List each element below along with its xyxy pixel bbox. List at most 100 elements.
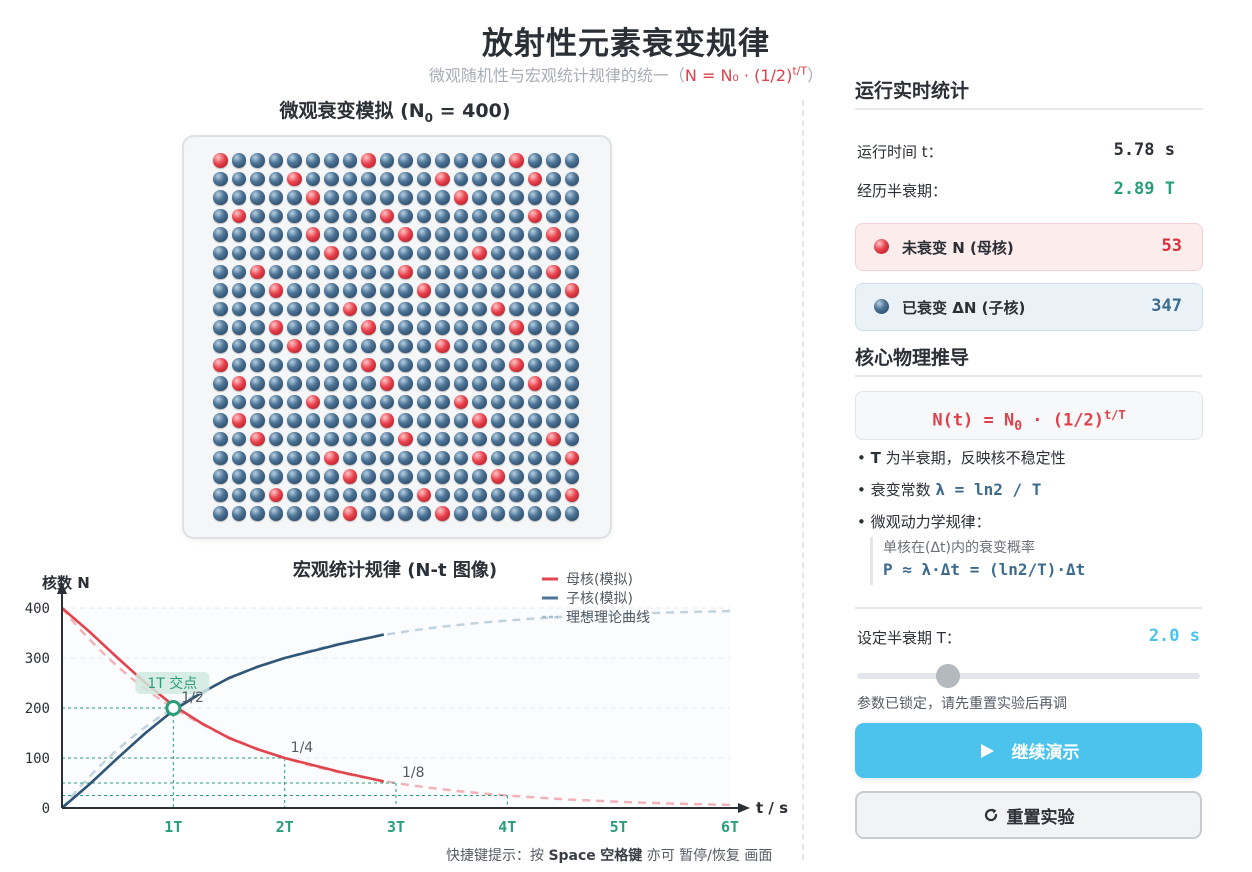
decayed-atom xyxy=(509,283,524,298)
undecayed-atom xyxy=(342,469,357,484)
decayed-atom xyxy=(546,283,561,298)
halflives-value: 2.89 T xyxy=(1113,179,1175,199)
decayed-atom xyxy=(472,264,487,280)
decayed-atom xyxy=(379,227,394,242)
decayed-atom xyxy=(250,506,265,521)
decayed-atom xyxy=(564,357,579,373)
reset-button[interactable]: 重置实验 xyxy=(855,791,1202,839)
undecayed-atom xyxy=(213,357,228,373)
decayed-atom xyxy=(268,394,283,410)
bullet-micro-law: • 微观动力学规律： xyxy=(857,513,991,531)
y-tick-label: 200 xyxy=(25,701,50,717)
decayed-atom xyxy=(324,190,339,205)
decayed-atom xyxy=(305,264,320,280)
decayed-atom xyxy=(509,338,524,354)
decayed-atom xyxy=(490,413,505,428)
undecayed-atom xyxy=(250,264,265,280)
decayed-atom xyxy=(287,413,302,428)
decayed-atom xyxy=(305,171,320,187)
decayed-atom xyxy=(453,487,468,503)
decayed-atom xyxy=(509,264,524,280)
decayed-atom xyxy=(342,245,357,261)
decayed-atom xyxy=(342,487,357,503)
x-tick-label: 5T xyxy=(610,818,628,836)
decayed-atom xyxy=(305,208,320,224)
decayed-label: 已衰变 ΔN (子核) xyxy=(902,299,1026,317)
continue-button[interactable]: 继续演示 xyxy=(855,723,1202,778)
decayed-atom xyxy=(416,208,431,224)
decayed-atom xyxy=(416,301,431,317)
decayed-atom xyxy=(509,301,524,317)
undecayed-card: 未衰变 N (母核) 53 xyxy=(855,223,1203,271)
y-axis-label: 核数 N xyxy=(42,574,90,592)
decayed-atom xyxy=(305,376,320,391)
decayed-atom xyxy=(564,245,579,261)
decayed-atom xyxy=(231,171,246,187)
decayed-atom xyxy=(546,338,561,354)
decayed-atom xyxy=(342,450,357,465)
decayed-atom xyxy=(509,171,524,187)
decayed-atom xyxy=(527,394,542,410)
decayed-atom xyxy=(398,506,413,521)
decayed-atom xyxy=(416,506,431,521)
decayed-atom xyxy=(305,283,320,298)
space-key: Space xyxy=(548,848,596,864)
decayed-atom xyxy=(546,413,561,428)
decayed-atom xyxy=(379,487,394,503)
decayed-atom xyxy=(250,208,265,224)
undecayed-atom xyxy=(342,506,357,521)
decayed-atom xyxy=(546,394,561,410)
halflife-slider[interactable] xyxy=(857,673,1200,679)
undecayed-atom xyxy=(361,320,376,335)
decayed-atom xyxy=(564,469,579,484)
decayed-atom xyxy=(268,469,283,484)
decayed-atom xyxy=(564,153,579,168)
decayed-atom xyxy=(398,413,413,428)
decayed-atom xyxy=(490,431,505,447)
blue-atom-icon xyxy=(874,299,889,314)
decayed-atom xyxy=(453,301,468,317)
halflife-slider-thumb[interactable] xyxy=(936,664,960,688)
decayed-atom xyxy=(324,153,339,168)
decayed-atom xyxy=(250,469,265,484)
decayed-atom xyxy=(287,357,302,373)
decayed-atom xyxy=(490,487,505,503)
decayed-atom xyxy=(527,264,542,280)
decayed-atom xyxy=(509,487,524,503)
decayed-atom xyxy=(472,301,487,317)
undecayed-atom xyxy=(324,245,339,261)
decayed-atom xyxy=(213,376,228,391)
decayed-atom xyxy=(324,338,339,354)
decayed-atom xyxy=(213,394,228,410)
halflife-setting-value: 2.0 s xyxy=(1148,626,1200,646)
decayed-atom xyxy=(490,171,505,187)
undecayed-atom xyxy=(305,394,320,410)
decayed-atom xyxy=(379,394,394,410)
decayed-atom xyxy=(564,190,579,205)
decayed-atom xyxy=(398,487,413,503)
legend-daughter: 子核(模拟) xyxy=(566,591,633,607)
decayed-atom xyxy=(231,431,246,447)
decayed-atom xyxy=(564,264,579,280)
decayed-atom xyxy=(416,357,431,373)
page-subtitle: 微观随机性与宏观统计规律的统一（N = N₀ · (1/2)t/T） xyxy=(0,62,1252,86)
undecayed-atom xyxy=(250,431,265,447)
decayed-atom xyxy=(490,208,505,224)
decayed-atom xyxy=(305,320,320,335)
decayed-card: 已衰变 ΔN (子核) 347 xyxy=(855,283,1203,331)
y-tick-label: 400 xyxy=(25,601,50,617)
decayed-atom xyxy=(527,413,542,428)
decayed-atom xyxy=(453,320,468,335)
decayed-atom xyxy=(490,376,505,391)
probability-formula: P ≈ λ·Δt = (ln2/T)·Δt xyxy=(883,560,1086,579)
undecayed-atom xyxy=(509,153,524,168)
decayed-atom xyxy=(231,469,246,484)
decayed-atom xyxy=(250,190,265,205)
x-axis-label: t / s xyxy=(756,799,788,817)
decayed-atom xyxy=(361,338,376,354)
undecayed-atom xyxy=(342,301,357,317)
decayed-atom xyxy=(287,469,302,484)
x-tick-label: 1T xyxy=(164,818,182,836)
decayed-atom xyxy=(546,171,561,187)
